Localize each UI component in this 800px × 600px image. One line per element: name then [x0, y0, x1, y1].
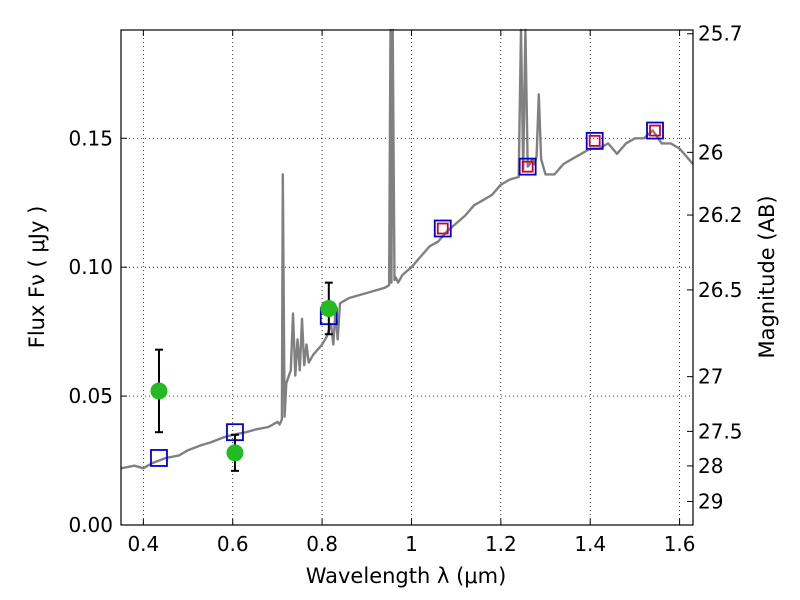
- open-square-marker: [518, 157, 537, 176]
- open-square-marker: [585, 131, 604, 150]
- model-spectrum: [120, 28, 694, 470]
- x-tick-label: 1.6: [664, 532, 696, 556]
- open-square-marker: [649, 124, 661, 137]
- open-square-marker: [521, 160, 534, 173]
- photometry-markers: [150, 121, 664, 472]
- y2-tick-label: 27: [698, 365, 723, 389]
- x-tick-label: 0.6: [217, 532, 249, 556]
- x-tick-label: 0.8: [306, 532, 338, 556]
- x-axis-title: Wavelength λ (μm): [306, 564, 507, 588]
- y2-tick-label: 27.5: [698, 419, 743, 443]
- y2-axis-title: Magnitude (AB): [755, 195, 779, 358]
- y2-tick-label: 25.7: [698, 22, 743, 46]
- y2-tick-label: 26.5: [698, 278, 743, 302]
- y-tick-label: 0.15: [68, 126, 113, 150]
- open-square-marker: [646, 121, 664, 140]
- filled-circle-marker: [320, 299, 338, 317]
- y-tick-label: 0.00: [68, 513, 113, 537]
- filled-circle-marker: [226, 444, 244, 462]
- filled-circle-marker: [150, 382, 168, 400]
- open-square-marker: [588, 134, 601, 147]
- x-tick-label: 0.4: [127, 532, 159, 556]
- grid-lines: [121, 30, 693, 525]
- y-axis-title: Flux Fν ( μJy ): [25, 206, 49, 349]
- spectrum-line: [120, 28, 694, 470]
- y2-tick-label: 28: [698, 454, 723, 478]
- axis-ticks: 0.4 0.6 0.8 1 1.2 1.4 1.6 0.00 0.05 0.10 0.15 25.7 2…: [68, 22, 742, 556]
- x-tick-label: 1.4: [574, 532, 606, 556]
- y2-tick-label: 29: [698, 489, 723, 513]
- plot-frame: [120, 29, 694, 526]
- y2-tick-label: 26.2: [698, 203, 743, 227]
- y2-tick-label: 26: [698, 140, 723, 164]
- open-square-marker: [150, 449, 168, 467]
- x-tick-label: 1.2: [485, 532, 517, 556]
- open-square-marker: [433, 219, 452, 238]
- x-tick-label: 1: [405, 532, 418, 556]
- y-tick-label: 0.05: [68, 384, 113, 408]
- open-square-marker: [436, 222, 449, 235]
- y-tick-label: 0.10: [68, 255, 113, 279]
